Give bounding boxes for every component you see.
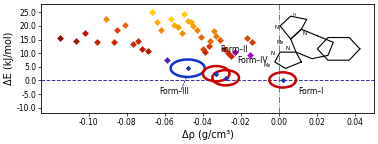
Point (208, 40, 214, 42)
Point (82, 32, 88, 34)
Point (135, 40, 141, 42)
Point (247, 53, 253, 56)
Point (213, 34, 219, 37)
Point (175, 26, 181, 29)
X-axis label: Δρ (g/cm³): Δρ (g/cm³) (182, 130, 234, 140)
Point (122, 23, 128, 26)
Point (249, 41, 255, 43)
Point (217, 38, 223, 41)
Point (171, 23, 177, 26)
Point (211, 30, 217, 33)
Point (179, 32, 185, 34)
Text: Form–II: Form–II (220, 45, 248, 54)
Text: Form–III: Form–III (160, 87, 189, 96)
Point (167, 18, 174, 20)
Point (154, 21, 160, 23)
Point (206, 45, 212, 48)
Text: Form–I: Form–I (298, 87, 323, 96)
Point (115, 29, 121, 31)
Point (191, 25, 197, 27)
Point (243, 37, 249, 39)
Point (103, 18, 109, 20)
Point (93, 41, 99, 43)
Point (223, 77, 229, 79)
Point (57, 37, 64, 39)
Point (158, 29, 164, 31)
Point (221, 48, 227, 50)
Point (228, 55, 234, 57)
Point (198, 36, 204, 38)
Point (111, 41, 117, 43)
Point (149, 11, 155, 14)
Y-axis label: ΔE (kJ/mol): ΔE (kJ/mol) (4, 32, 14, 85)
Point (73, 40, 79, 42)
Point (181, 13, 187, 15)
Point (145, 49, 151, 52)
Point (213, 73, 219, 75)
Text: Form–IV: Form–IV (237, 56, 268, 65)
Point (139, 48, 145, 50)
Point (200, 48, 206, 50)
Point (280, 79, 286, 81)
Point (194, 29, 200, 31)
Point (185, 19, 191, 22)
Point (202, 51, 208, 53)
Point (189, 21, 195, 23)
Point (164, 59, 170, 61)
Point (232, 51, 238, 53)
Point (130, 42, 136, 45)
Point (185, 67, 191, 69)
Point (225, 52, 231, 54)
